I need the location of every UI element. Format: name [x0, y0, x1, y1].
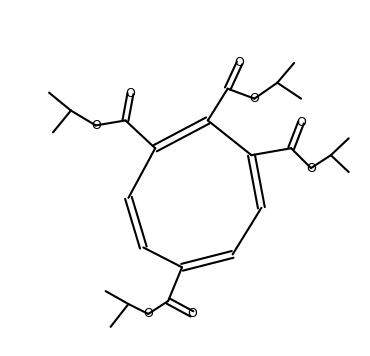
Text: O: O: [125, 87, 135, 100]
Text: O: O: [187, 308, 197, 320]
Text: O: O: [296, 116, 306, 129]
Text: O: O: [306, 162, 316, 174]
Text: O: O: [143, 308, 153, 320]
Text: O: O: [91, 119, 101, 132]
Text: O: O: [249, 92, 259, 105]
Text: O: O: [235, 56, 245, 69]
